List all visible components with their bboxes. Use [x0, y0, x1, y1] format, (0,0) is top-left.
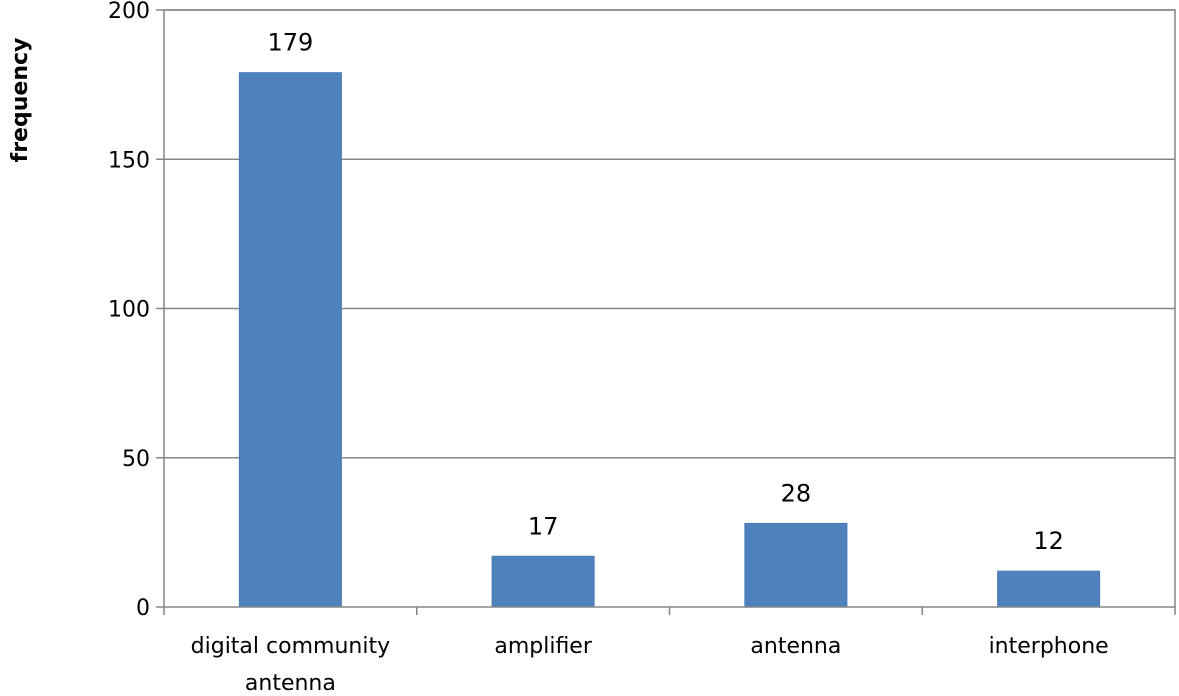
y-axis-title: frequency: [8, 38, 33, 163]
data-label-0: 179: [267, 29, 313, 57]
x-tick-label: amplifier: [494, 634, 592, 659]
axes: [156, 9, 1176, 615]
bar-0: [238, 72, 342, 608]
x-tick-label: digital community: [191, 634, 390, 659]
x-tick-label: interphone: [989, 634, 1109, 659]
y-tick-labels: 0 50 100 150 200: [108, 0, 150, 621]
bars: [238, 72, 1101, 608]
data-label-2: 28: [781, 479, 812, 507]
bar-2: [744, 522, 848, 608]
data-label-3: 12: [1033, 527, 1064, 555]
y-tick-label: 150: [108, 148, 150, 173]
y-tick-label: 100: [108, 298, 150, 323]
data-labels: 179 17 28 12: [267, 29, 1063, 555]
y-tick-label: 200: [108, 0, 150, 24]
bar-3: [997, 570, 1101, 608]
x-tick-labels: digital community antenna amplifier antenna…: [191, 634, 1109, 696]
data-label-1: 17: [528, 512, 559, 540]
x-tick-label: antenna: [750, 634, 841, 659]
bar-1: [491, 555, 595, 608]
y-tick-label: 50: [122, 447, 150, 472]
x-tick-label: antenna: [245, 671, 336, 696]
y-tick-label: 0: [136, 596, 150, 621]
